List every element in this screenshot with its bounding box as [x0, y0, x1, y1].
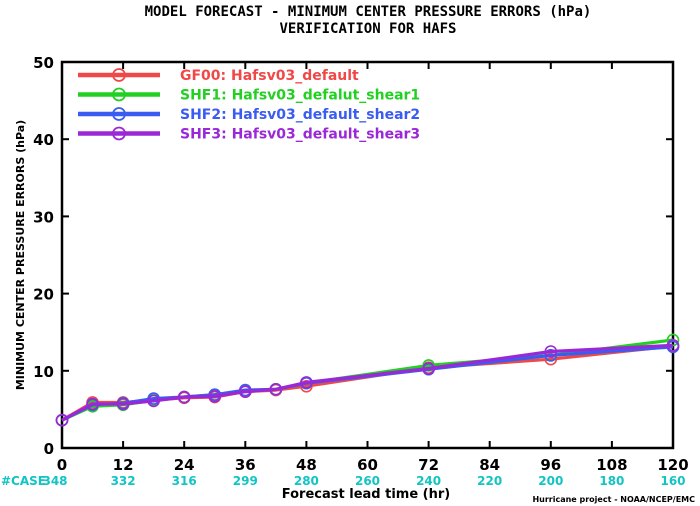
x-tick-label: 84	[479, 456, 500, 474]
y-tick-label: 20	[33, 286, 54, 304]
data-point	[544, 349, 558, 362]
data-point	[269, 383, 283, 396]
x-tick-label: 48	[296, 456, 317, 474]
y-tick-label: 10	[33, 363, 54, 381]
data-point	[86, 397, 99, 411]
x-tick-label: 96	[540, 456, 561, 474]
legend-label-3: SHF3: Hafsv03_default_shear3	[180, 127, 420, 143]
x-tick-label: 24	[174, 456, 195, 474]
x-axis-label: Forecast lead time (hr)	[282, 487, 450, 502]
chart-subtitle: VERIFICATION FOR HAFS	[279, 21, 456, 37]
case-count: 240	[416, 474, 441, 488]
data-point	[208, 389, 222, 403]
case-count: 260	[355, 474, 380, 488]
data-point	[55, 413, 69, 427]
case-label: #CASE	[1, 474, 46, 488]
legend-marker-3	[112, 126, 126, 141]
legend-label-0: GF00: Hafsv03_default	[180, 68, 359, 84]
y-axis-label: MINIMUM CENTER PRESSURE ERRORS (hPa)	[14, 120, 27, 390]
legend: GF00: Hafsv03_default SHF1: Hafsv03_defal…	[78, 68, 420, 143]
y-tick-label: 30	[33, 208, 54, 226]
case-count: 316	[172, 474, 197, 488]
data-point	[544, 345, 558, 358]
legend-label-1: SHF1: Hafsv03_defalut_shear1	[180, 88, 420, 104]
legend-marker-1	[112, 87, 126, 102]
y-tick-label: 50	[33, 54, 54, 72]
data-point	[666, 339, 680, 352]
x-tick-label: 36	[235, 456, 256, 474]
data-point	[300, 376, 313, 389]
credit-text: Hurricane project - NOAA/NCEP/EMC	[532, 495, 695, 504]
data-point	[422, 362, 435, 375]
x-tick-label: 108	[596, 456, 627, 474]
case-count: 348	[42, 474, 67, 488]
legend-label-2: SHF2: Hafsv03_default_shear2	[180, 107, 420, 123]
x-tick-label: 120	[657, 456, 688, 474]
x-tick-label: 12	[113, 456, 134, 474]
x-tick-label: 0	[57, 456, 67, 474]
case-count: 220	[477, 474, 502, 488]
case-count: 160	[660, 474, 685, 488]
case-count: 332	[111, 474, 136, 488]
data-point	[300, 379, 313, 393]
legend-marker-2	[112, 107, 126, 121]
series-line-2	[61, 345, 674, 422]
data-point	[544, 352, 558, 366]
case-count: 200	[538, 474, 563, 488]
y-tick-label: 40	[33, 131, 54, 149]
legend-marker-0	[112, 68, 126, 82]
data-point	[177, 390, 191, 404]
plot-area: 0 12 24 36 48 60 72 84 96 108 120 0 10 20 30 40 50 348 332…	[33, 54, 689, 488]
case-count: 280	[294, 474, 319, 488]
x-tick-label: 72	[418, 456, 439, 474]
series-line-0	[61, 344, 674, 422]
y-tick-label: 0	[44, 440, 54, 458]
case-count: 180	[599, 474, 624, 488]
case-count: 299	[233, 474, 258, 488]
chart-title: MODEL FORECAST - MINIMUM CENTER PRESSURE…	[145, 4, 592, 20]
data-point	[116, 397, 130, 411]
x-tick-label: 60	[357, 456, 378, 474]
data-point	[147, 394, 160, 408]
data-point	[239, 385, 252, 398]
